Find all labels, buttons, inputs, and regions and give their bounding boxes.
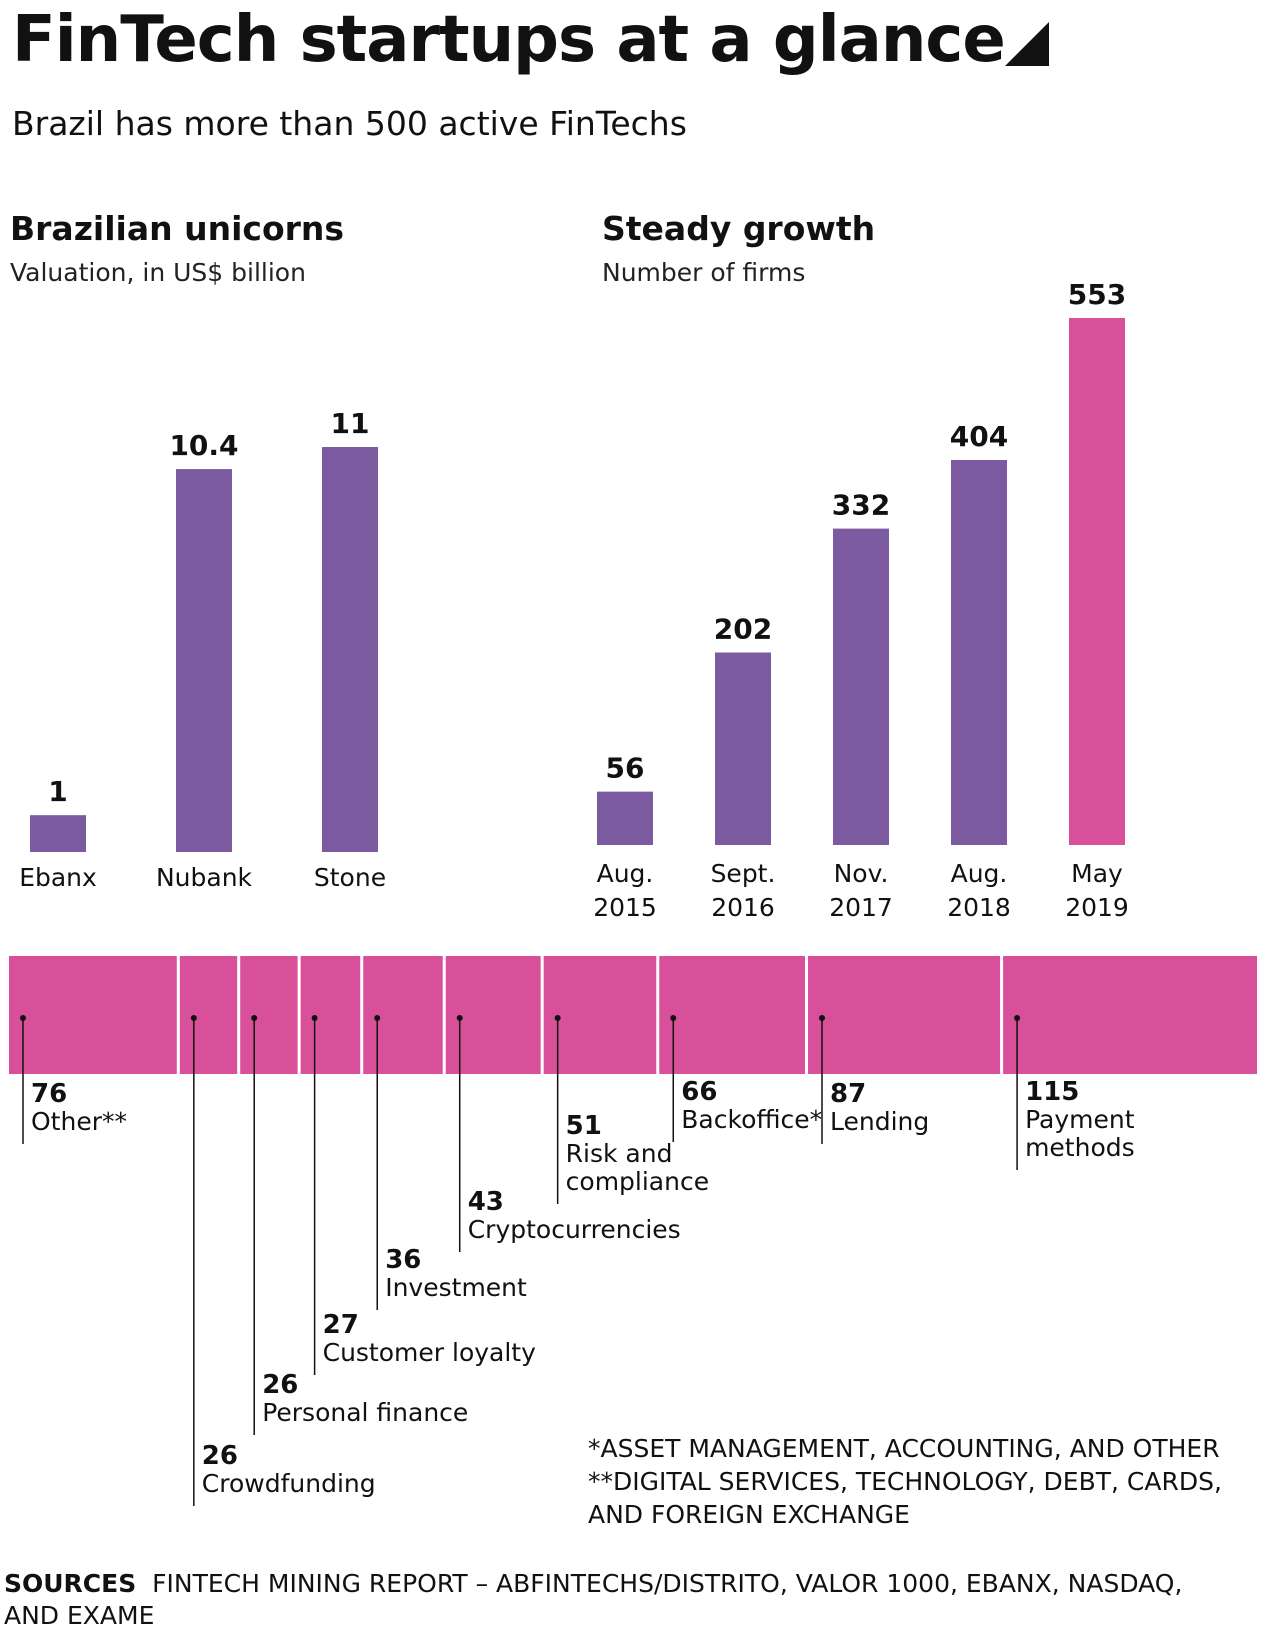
segment-value-label: 43 [468,1187,504,1217]
page-subtitle: Brazil has more than 500 active FinTechs [12,104,687,143]
growth-value-label: 332 [832,489,890,522]
growth-category-label: Aug. [951,859,1008,888]
footnote-asterisk: *ASSET MANAGEMENT, ACCOUNTING, AND OTHER [588,1434,1220,1463]
segment-category-label: Backoffice* [681,1105,822,1134]
growth-bar [1069,318,1125,845]
segment-category-label: Cryptocurrencies [468,1215,681,1244]
sources-label: SOURCES [4,1569,137,1598]
growth-chart-title: Steady growth [602,209,876,248]
growth-value-label: 202 [714,612,772,645]
unicorn-bar-stone [322,447,378,852]
page-title: FinTech startups at a glance [12,3,1006,77]
segment-block [659,956,805,1074]
unicorns-chart-title: Brazilian unicorns [10,209,345,248]
unicorn-value-label: 1 [48,775,67,808]
growth-bar [715,652,771,845]
segment-value-label: 115 [1025,1077,1079,1107]
sources-note: SOURCES FINTECH MINING REPORT – ABFINTEC… [4,1568,1244,1632]
segment-value-label: 76 [31,1079,67,1109]
segment-block [300,956,361,1074]
unicorn-value-label: 10.4 [169,429,238,462]
unicorns-chart-subtitle: Valuation, in US$ billion [10,258,306,287]
segment-block [240,956,298,1074]
growth-category-label: Nov. [834,859,889,888]
growth-bar [597,791,653,845]
growth-category-label: 2017 [829,893,893,922]
segment-category-label: Lending [830,1107,929,1136]
growth-category-label: Sept. [711,859,776,888]
growth-category-label: 2018 [947,893,1011,922]
segment-block [1003,956,1257,1074]
segment-category-label: methods [1025,1133,1135,1162]
growth-category-label: Aug. [597,859,654,888]
segment-block [807,956,1001,1074]
unicorn-category-label: Stone [314,863,386,892]
growth-chart-subtitle: Number of firms [602,258,806,287]
sources-text: FINTECH MINING REPORT – ABFINTECHS/DISTR… [4,1569,1183,1630]
segment-value-label: 36 [385,1245,421,1275]
unicorn-category-label: Nubank [156,863,253,892]
growth-category-label: 2019 [1065,893,1129,922]
growth-category-label: 2016 [711,893,775,922]
segment-block [9,956,177,1074]
segment-value-label: 51 [566,1111,602,1141]
segment-block [543,956,657,1074]
growth-bar [833,528,889,845]
footnote-double-asterisk: **DIGITAL SERVICES, TECHNOLOGY, DEBT, CA… [588,1467,1222,1529]
unicorn-bar-nubank [176,469,232,852]
growth-category-label: May [1071,859,1123,888]
segment-category-label: Personal finance [262,1398,468,1427]
growth-value-label: 553 [1068,278,1126,311]
segment-value-label: 26 [202,1441,238,1471]
segment-category-label: compliance [566,1167,709,1196]
segment-block [179,956,238,1074]
segment-value-label: 87 [830,1079,866,1109]
segment-category-label: Risk and [566,1139,673,1168]
unicorn-bar-ebanx [30,815,86,852]
segment-value-label: 26 [262,1370,298,1400]
segment-value-label: 66 [681,1077,717,1107]
segment-value-label: 27 [323,1310,359,1340]
unicorn-category-label: Ebanx [19,863,97,892]
segment-category-label: Investment [385,1273,527,1302]
growth-value-label: 404 [950,420,1008,453]
corner-triangle-icon [1005,22,1049,66]
segment-category-label: Customer loyalty [323,1338,536,1367]
segment-category-label: Payment [1025,1105,1135,1134]
segment-block [445,956,541,1074]
growth-value-label: 56 [606,752,645,785]
growth-bar [951,459,1007,845]
unicorn-value-label: 11 [331,407,370,440]
segment-block [363,956,443,1074]
footnotes: *ASSET MANAGEMENT, ACCOUNTING, AND OTHER… [588,1432,1258,1531]
segment-category-label: Crowdfunding [202,1469,376,1498]
growth-category-label: 2015 [593,893,657,922]
segment-category-label: Other** [31,1107,127,1136]
